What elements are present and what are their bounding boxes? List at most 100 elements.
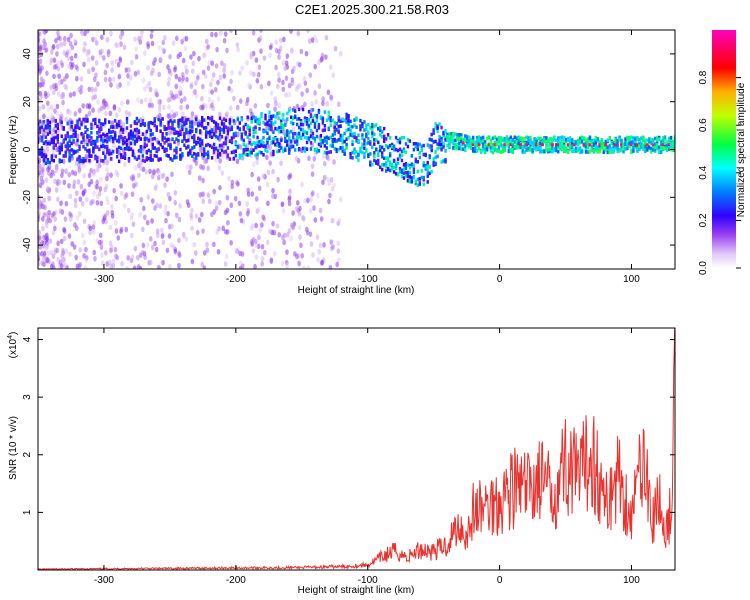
heatmap-cell — [82, 135, 85, 140]
heatmap-cell — [175, 155, 178, 160]
heatmap-cell — [293, 109, 297, 113]
heatmap-cell — [244, 148, 247, 152]
heatmap-cell — [183, 134, 186, 139]
heatmap-speckle — [236, 181, 240, 187]
heatmap-speckle — [177, 88, 181, 95]
heatmap-cell — [458, 137, 461, 142]
heatmap-cell — [202, 118, 206, 122]
heatmap-peak — [487, 143, 491, 147]
heatmap-cell — [373, 124, 376, 128]
heatmap-cell — [260, 111, 263, 116]
heatmap-speckle — [93, 255, 97, 262]
heatmap-cell — [199, 122, 202, 127]
heatmap-speckle — [49, 49, 54, 55]
heatmap-cell — [177, 121, 180, 126]
heatmap-cell — [406, 163, 410, 167]
heatmap-cell — [98, 147, 101, 152]
heatmap-speckle — [189, 54, 193, 60]
heatmap-cell — [355, 136, 358, 140]
heatmap-cell — [632, 136, 635, 140]
heatmap-cell — [327, 150, 331, 155]
heatmap-cell — [206, 142, 210, 147]
heatmap-cell — [212, 120, 216, 124]
heatmap-speckle — [80, 30, 84, 37]
heatmap-speckle — [260, 256, 265, 262]
heatmap-cell — [432, 131, 435, 135]
heatmap-speckle — [61, 247, 65, 254]
heatmap-cell — [54, 124, 58, 128]
heatmap-speckle — [116, 235, 121, 241]
heatmap-speckle — [79, 183, 84, 190]
heatmap-cell — [206, 130, 210, 135]
heatmap-cell — [345, 137, 348, 142]
heatmap-cell — [363, 138, 366, 142]
spectrogram-heatmap — [38, 30, 675, 269]
heatmap-cell — [481, 135, 485, 140]
heatmap-speckle — [114, 253, 118, 259]
heatmap-cell — [193, 138, 196, 142]
heatmap-cell — [90, 140, 93, 145]
heatmap-cell — [80, 140, 83, 145]
heatmap-cell — [258, 127, 261, 131]
heatmap-cell — [632, 149, 635, 153]
heatmap-cell — [388, 151, 392, 156]
heatmap-speckle — [193, 120, 198, 126]
heatmap-cell — [444, 130, 447, 134]
heatmap-cell — [66, 144, 69, 149]
heatmap-cell — [260, 114, 263, 119]
heatmap-speckle — [254, 196, 259, 202]
heatmap-speckle — [60, 168, 65, 174]
heatmap-cell — [543, 139, 546, 144]
heatmap-cell — [268, 114, 271, 119]
heatmap-cell — [644, 138, 647, 143]
heatmap-cell — [365, 123, 368, 128]
heatmap-speckle — [41, 261, 46, 267]
heatmap-cell — [462, 138, 465, 143]
heatmap-cell — [381, 163, 384, 167]
heatmap-cell — [493, 140, 497, 145]
heatmap-speckle — [317, 248, 321, 255]
heatmap-cell — [507, 137, 511, 141]
heatmap-cell — [402, 147, 406, 152]
heatmap-cell — [96, 138, 99, 143]
heatmap-speckle — [207, 198, 212, 205]
heatmap-cell — [406, 144, 410, 149]
heatmap-cell — [226, 146, 230, 150]
heatmap-cell — [377, 140, 380, 145]
heatmap-cell — [428, 171, 431, 176]
heatmap-speckle — [238, 250, 242, 257]
heatmap-speckle — [300, 91, 304, 97]
heatmap-cell — [541, 138, 544, 143]
heatmap-speckle — [306, 30, 310, 34]
heatmap-cell — [491, 146, 495, 150]
heatmap-cell — [363, 128, 366, 132]
heatmap-cell — [44, 135, 48, 139]
heatmap-cell — [456, 145, 459, 150]
heatmap-speckle — [255, 159, 260, 166]
heatmap-cell — [600, 145, 604, 150]
heatmap-peak — [535, 143, 539, 147]
heatmap-cell — [622, 144, 625, 148]
heatmap-cell — [414, 157, 418, 162]
heatmap-speckle — [111, 258, 116, 264]
heatmap-speckle — [125, 99, 130, 105]
heatmap-cell — [663, 135, 667, 139]
heatmap-cell — [559, 146, 562, 151]
heatmap-speckle — [266, 200, 270, 207]
heatmap-cell — [638, 137, 641, 142]
heatmap-speckle — [82, 61, 86, 68]
heatmap-speckle — [49, 59, 53, 66]
heatmap-cell — [137, 130, 141, 135]
heatmap-cell — [507, 145, 511, 149]
heatmap-peak — [572, 143, 576, 147]
heatmap-cell — [76, 125, 79, 130]
heatmap-cell — [468, 142, 471, 146]
heatmap-speckle — [127, 111, 132, 117]
heatmap-cell — [373, 142, 376, 146]
heatmap-cell — [339, 124, 342, 128]
heatmap-speckle — [189, 212, 193, 219]
heatmap-speckle — [42, 197, 46, 204]
heatmap-cell — [244, 122, 247, 127]
heatmap-speckle — [210, 102, 214, 109]
heatmap-speckle — [301, 214, 305, 221]
